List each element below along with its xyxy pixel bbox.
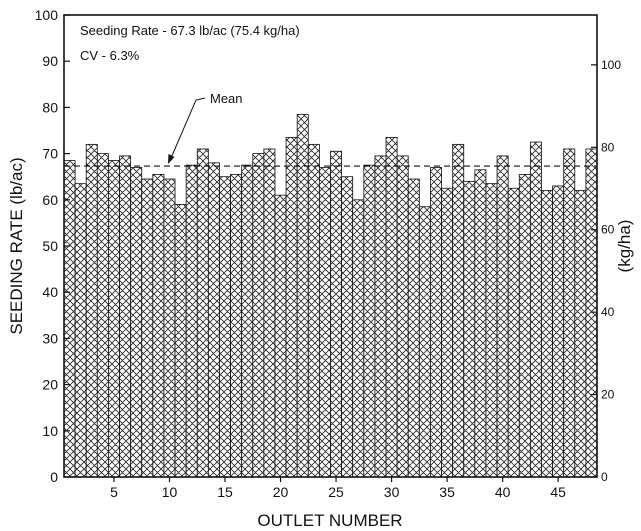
y2-tick-label: 40 xyxy=(601,305,615,319)
y-tick-label: 100 xyxy=(35,7,59,23)
bar xyxy=(85,143,98,478)
bar xyxy=(374,155,387,478)
bar xyxy=(74,183,87,478)
y-tick-label: 40 xyxy=(42,284,58,300)
y-tick-label: 30 xyxy=(42,330,58,346)
bar xyxy=(96,153,109,478)
x-tick-label: 15 xyxy=(217,484,233,500)
bar xyxy=(63,160,76,478)
y-tick-label: 70 xyxy=(42,146,58,162)
y-tick-label: 80 xyxy=(42,99,58,115)
bar xyxy=(418,206,431,478)
y-tick-label: 0 xyxy=(50,469,58,485)
bar xyxy=(585,148,598,478)
bar xyxy=(274,194,287,478)
bar xyxy=(485,183,498,478)
x-tick-label: 45 xyxy=(550,484,566,500)
x-axis: 5 10 15 20 25 30 35 40 45 xyxy=(110,477,566,500)
y2-tick-label: 80 xyxy=(601,140,615,154)
bar xyxy=(574,190,587,478)
y2-tick-label: 20 xyxy=(601,388,615,402)
bar xyxy=(196,148,209,478)
bar xyxy=(152,173,165,478)
bar xyxy=(529,141,542,478)
y-axis-title: SEEDING RATE (lb/ac) xyxy=(7,157,26,334)
bar xyxy=(507,187,520,478)
bar xyxy=(463,180,476,478)
y-tick-label: 60 xyxy=(42,192,58,208)
bar xyxy=(430,167,442,478)
bar xyxy=(174,204,187,478)
bar xyxy=(119,155,132,478)
bar xyxy=(541,190,553,478)
x-tick-label: 10 xyxy=(162,484,178,500)
bar xyxy=(241,164,254,478)
bar xyxy=(130,167,143,478)
bar xyxy=(296,113,309,478)
bar xyxy=(352,199,365,478)
mean-label: Mean xyxy=(210,91,243,106)
bar xyxy=(252,153,265,478)
x-axis-title: OUTLET NUMBER xyxy=(257,511,402,530)
bar xyxy=(330,150,343,478)
bar xyxy=(396,155,409,478)
bar xyxy=(263,148,276,478)
bar xyxy=(219,176,231,478)
bars xyxy=(63,113,598,478)
bar xyxy=(207,162,220,478)
x-tick-label: 20 xyxy=(273,484,289,500)
bar xyxy=(385,137,398,478)
x-tick-label: 35 xyxy=(439,484,455,500)
bar xyxy=(496,155,509,478)
annotation-seeding-rate: Seeding Rate - 67.3 lb/ac (75.4 kg/ha) xyxy=(80,23,300,38)
bar xyxy=(441,187,454,478)
y2-axis-title: (kg/ha) xyxy=(615,220,634,273)
y-axis-right: 0 20 40 60 80 100 xyxy=(591,58,621,484)
y2-tick-label: 0 xyxy=(601,470,608,484)
x-tick-label: 30 xyxy=(384,484,400,500)
bar xyxy=(341,176,354,478)
x-tick-label: 40 xyxy=(495,484,511,500)
bar xyxy=(563,148,576,478)
bar xyxy=(285,137,298,478)
y-tick-label: 50 xyxy=(42,238,58,254)
bar xyxy=(363,164,376,478)
y2-tick-label: 100 xyxy=(601,58,621,72)
y-axis-left: 0 10 20 30 40 50 60 70 80 90 100 xyxy=(35,7,70,485)
bar xyxy=(407,178,420,478)
y-tick-label: 20 xyxy=(42,377,58,393)
bar xyxy=(518,173,531,478)
bar xyxy=(474,169,487,478)
bar xyxy=(163,178,176,478)
annotation-cv: CV - 6.3% xyxy=(80,48,140,63)
mean-arrowhead xyxy=(168,154,175,164)
x-tick-label: 5 xyxy=(110,484,118,500)
y2-tick-label: 60 xyxy=(601,223,615,237)
y-tick-label: 90 xyxy=(42,53,58,69)
bar xyxy=(552,185,565,478)
y-tick-label: 10 xyxy=(42,423,58,439)
bar xyxy=(307,143,320,478)
x-tick-label: 25 xyxy=(328,484,344,500)
bar xyxy=(318,167,331,478)
bar xyxy=(185,164,198,478)
mean-arrow xyxy=(170,97,206,159)
bar xyxy=(452,143,465,478)
bar xyxy=(230,173,243,478)
bar xyxy=(141,178,154,478)
bar xyxy=(108,160,120,478)
